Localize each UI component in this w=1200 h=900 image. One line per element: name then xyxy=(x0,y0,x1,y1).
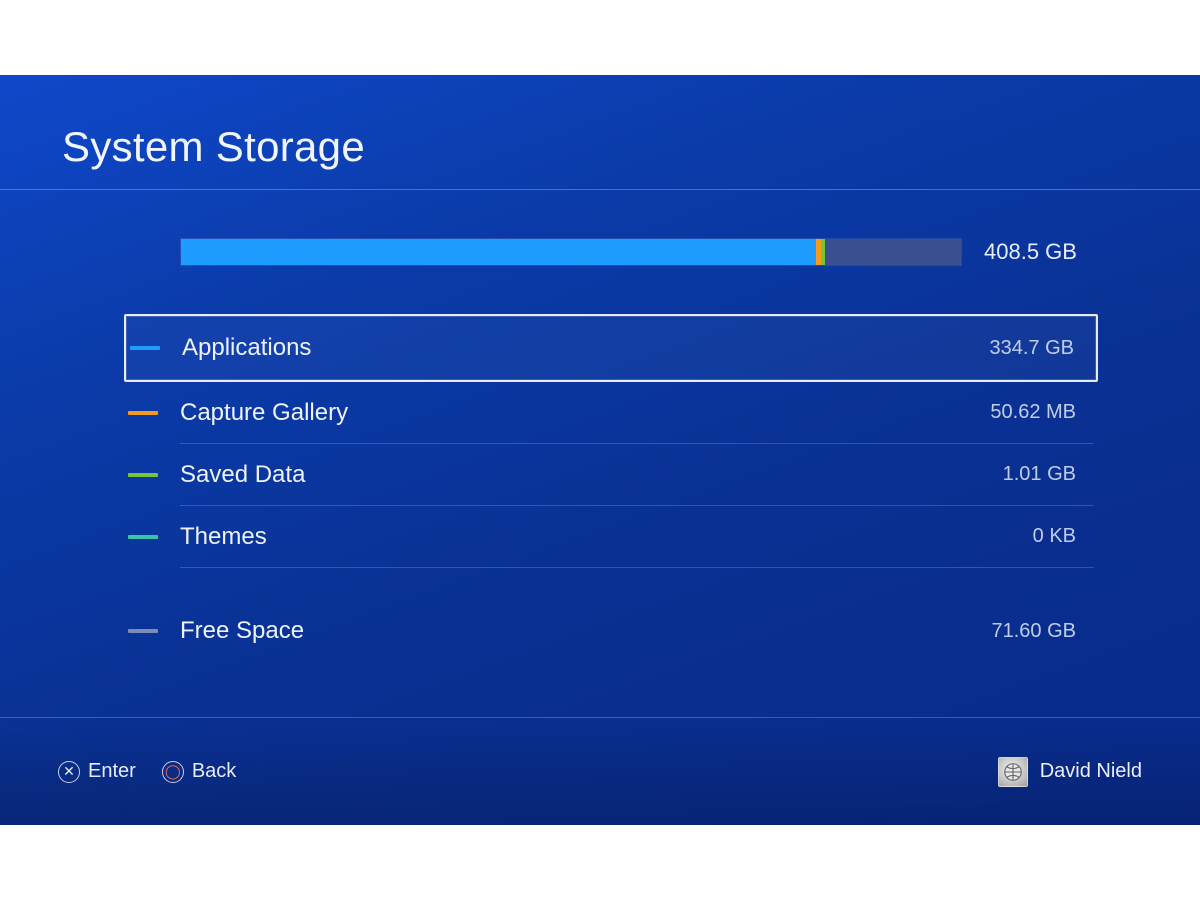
storage-row-value: 334.7 GB xyxy=(989,337,1074,360)
footer: ✕ Enter ◯ Back David Nield xyxy=(0,717,1200,825)
main: 408.5 GB Applications334.7 GBCapture Gal… xyxy=(0,190,1200,662)
swatch-icon xyxy=(130,346,160,350)
title-row: System Storage xyxy=(0,75,1200,190)
footer-user: David Nield xyxy=(998,757,1142,787)
storage-row-saved_data[interactable]: Saved Data1.01 GB xyxy=(180,444,1094,506)
storage-row-label: Themes xyxy=(180,523,1033,551)
storage-bar xyxy=(180,238,962,266)
storage-row-label: Saved Data xyxy=(180,461,1003,489)
hint-enter-label: Enter xyxy=(88,760,136,783)
letterbox-bottom xyxy=(0,825,1200,900)
footer-hints: ✕ Enter ◯ Back xyxy=(58,718,236,825)
list-gap xyxy=(180,568,1094,600)
swatch-icon xyxy=(128,411,158,415)
swatch-icon xyxy=(128,535,158,539)
storage-bar-segment-applications xyxy=(181,239,816,265)
storage-row-value: 71.60 GB xyxy=(991,620,1076,643)
storage-row-label: Capture Gallery xyxy=(180,399,990,427)
hint-enter: ✕ Enter xyxy=(58,760,136,783)
storage-bar-row: 408.5 GB xyxy=(180,238,1094,266)
swatch-icon xyxy=(128,629,158,633)
cross-button-icon: ✕ xyxy=(58,761,80,783)
storage-row-capture_gallery[interactable]: Capture Gallery50.62 MB xyxy=(180,382,1094,444)
user-name: David Nield xyxy=(1040,760,1142,783)
circle-button-icon: ◯ xyxy=(162,761,184,783)
storage-category-list: Applications334.7 GB Capture Gallery50.62… xyxy=(180,314,1094,662)
hint-back-label: Back xyxy=(192,760,236,783)
content-region: System Storage 408.5 GB Applications334.… xyxy=(0,75,1200,825)
storage-total-label: 408.5 GB xyxy=(984,239,1094,265)
storage-row-themes[interactable]: Themes0 KB xyxy=(180,506,1094,568)
avatar-ball-icon xyxy=(1002,761,1024,783)
page-title: System Storage xyxy=(62,123,365,171)
storage-row-free-space[interactable]: Free Space71.60 GB xyxy=(180,600,1094,662)
storage-row-label: Free Space xyxy=(180,617,991,645)
storage-row-value: 1.01 GB xyxy=(1003,463,1076,486)
screen: System Storage 408.5 GB Applications334.… xyxy=(0,0,1200,900)
swatch-icon xyxy=(128,473,158,477)
storage-row-value: 0 KB xyxy=(1033,525,1076,548)
storage-row-label: Applications xyxy=(182,334,989,362)
avatar xyxy=(998,757,1028,787)
storage-row-applications[interactable]: Applications334.7 GB xyxy=(124,314,1098,382)
letterbox-top xyxy=(0,0,1200,75)
hint-back: ◯ Back xyxy=(162,760,236,783)
storage-row-value: 50.62 MB xyxy=(990,401,1076,424)
storage-bar-segment-free xyxy=(825,239,961,265)
